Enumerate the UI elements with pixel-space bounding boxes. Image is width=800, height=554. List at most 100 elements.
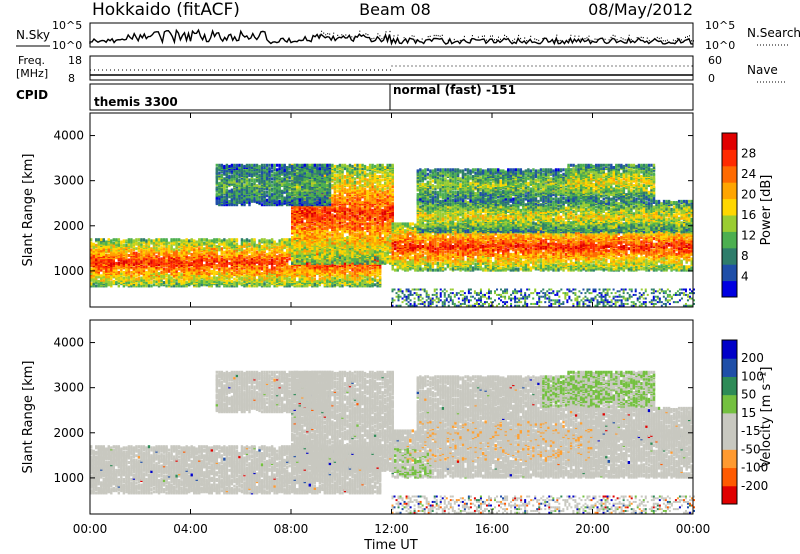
power-cell [228,249,230,252]
power-cell [331,251,333,254]
power-cell [138,283,140,286]
power-cell [180,280,182,283]
power-cell [185,238,187,241]
power-cell [113,238,115,241]
power-cell [331,257,333,260]
power-cell [294,269,296,272]
power-cell [263,282,265,285]
radar-title: Hokkaido (fitACF) [92,0,240,20]
power-cell [113,280,115,283]
power-cell [296,252,298,255]
nave-axis-label: Nave [747,63,778,77]
power-cell [341,284,343,287]
power-cell [341,164,343,167]
power-cell [346,236,348,239]
power-cell [299,225,301,228]
power-cell [263,254,265,257]
power-cell [248,284,250,287]
power-cell [268,269,270,272]
power-cell [150,239,152,242]
power-cell [168,245,170,248]
power-cell [314,248,316,251]
power-cell [336,165,338,168]
power-cell [281,268,283,271]
power-cell [261,238,263,241]
power-cell [344,220,346,223]
power-cell [208,239,210,242]
power-cell [228,262,230,265]
power-cell [130,271,132,274]
power-cell [291,226,293,229]
power-cell [130,238,132,241]
power-cell [160,238,162,241]
power-cell [105,240,107,243]
power-cell [256,244,258,247]
power-cell [324,249,326,252]
power-cell [314,222,316,225]
power-cell [231,280,233,283]
power-cell [256,279,258,282]
power-cell [294,260,296,263]
power-cell [311,226,313,229]
power-cell [339,205,341,208]
power-cell [324,260,326,263]
power-cell [336,265,338,268]
power-cell [143,238,145,241]
power-cell [236,238,238,241]
power-cell [339,164,341,167]
power-cell [233,278,235,281]
power-cell [158,257,160,260]
power-cell [349,271,351,274]
power-cell [165,278,167,281]
power-cell [246,238,248,241]
power-cell [118,284,120,287]
power-cell [319,278,321,281]
power-cell [223,251,225,254]
power-cell [374,283,376,286]
power-cell [306,228,308,231]
power-cell [163,238,165,241]
power-cell [170,277,172,280]
power-cell [221,272,223,275]
power-cell [273,240,275,243]
power-cell [309,259,311,262]
freq-tick-bottom: 8 [68,72,75,85]
power-cell [145,239,147,242]
power-cell [198,238,200,241]
power-cell [188,268,190,271]
power-cell [339,279,341,282]
radar-plot: Hokkaido (fitACF) Beam 08 08/May/2012 N.… [0,0,800,554]
power-cell [125,244,127,247]
power-cell [133,239,135,242]
freq-axis-unit: [MHz] [16,67,48,80]
power-cell [346,199,348,202]
power-cell [130,248,132,251]
power-cell [243,239,245,242]
power-cell [138,242,140,245]
power-cell [178,272,180,275]
power-cell [138,238,140,241]
power-cell [283,281,285,284]
power-cell [276,243,278,246]
power-cell [354,266,356,269]
power-cell [336,198,338,201]
power-cell [329,231,331,234]
power-cell [278,254,280,257]
power-cell [123,244,125,247]
power-cell [206,255,208,258]
power-cell [226,239,228,242]
power-cell [248,247,250,250]
power-cell [206,238,208,241]
power-cell [268,252,270,255]
power-cell [281,238,283,241]
power-cell [150,281,152,284]
power-cell [246,260,248,263]
power-cell [118,262,120,265]
power-cell [314,278,316,281]
power-cell [288,238,290,241]
power-cell [203,242,205,245]
power-cell [248,243,250,246]
power-cell [198,247,200,250]
power-cell [113,242,115,245]
power-cell [291,236,293,239]
